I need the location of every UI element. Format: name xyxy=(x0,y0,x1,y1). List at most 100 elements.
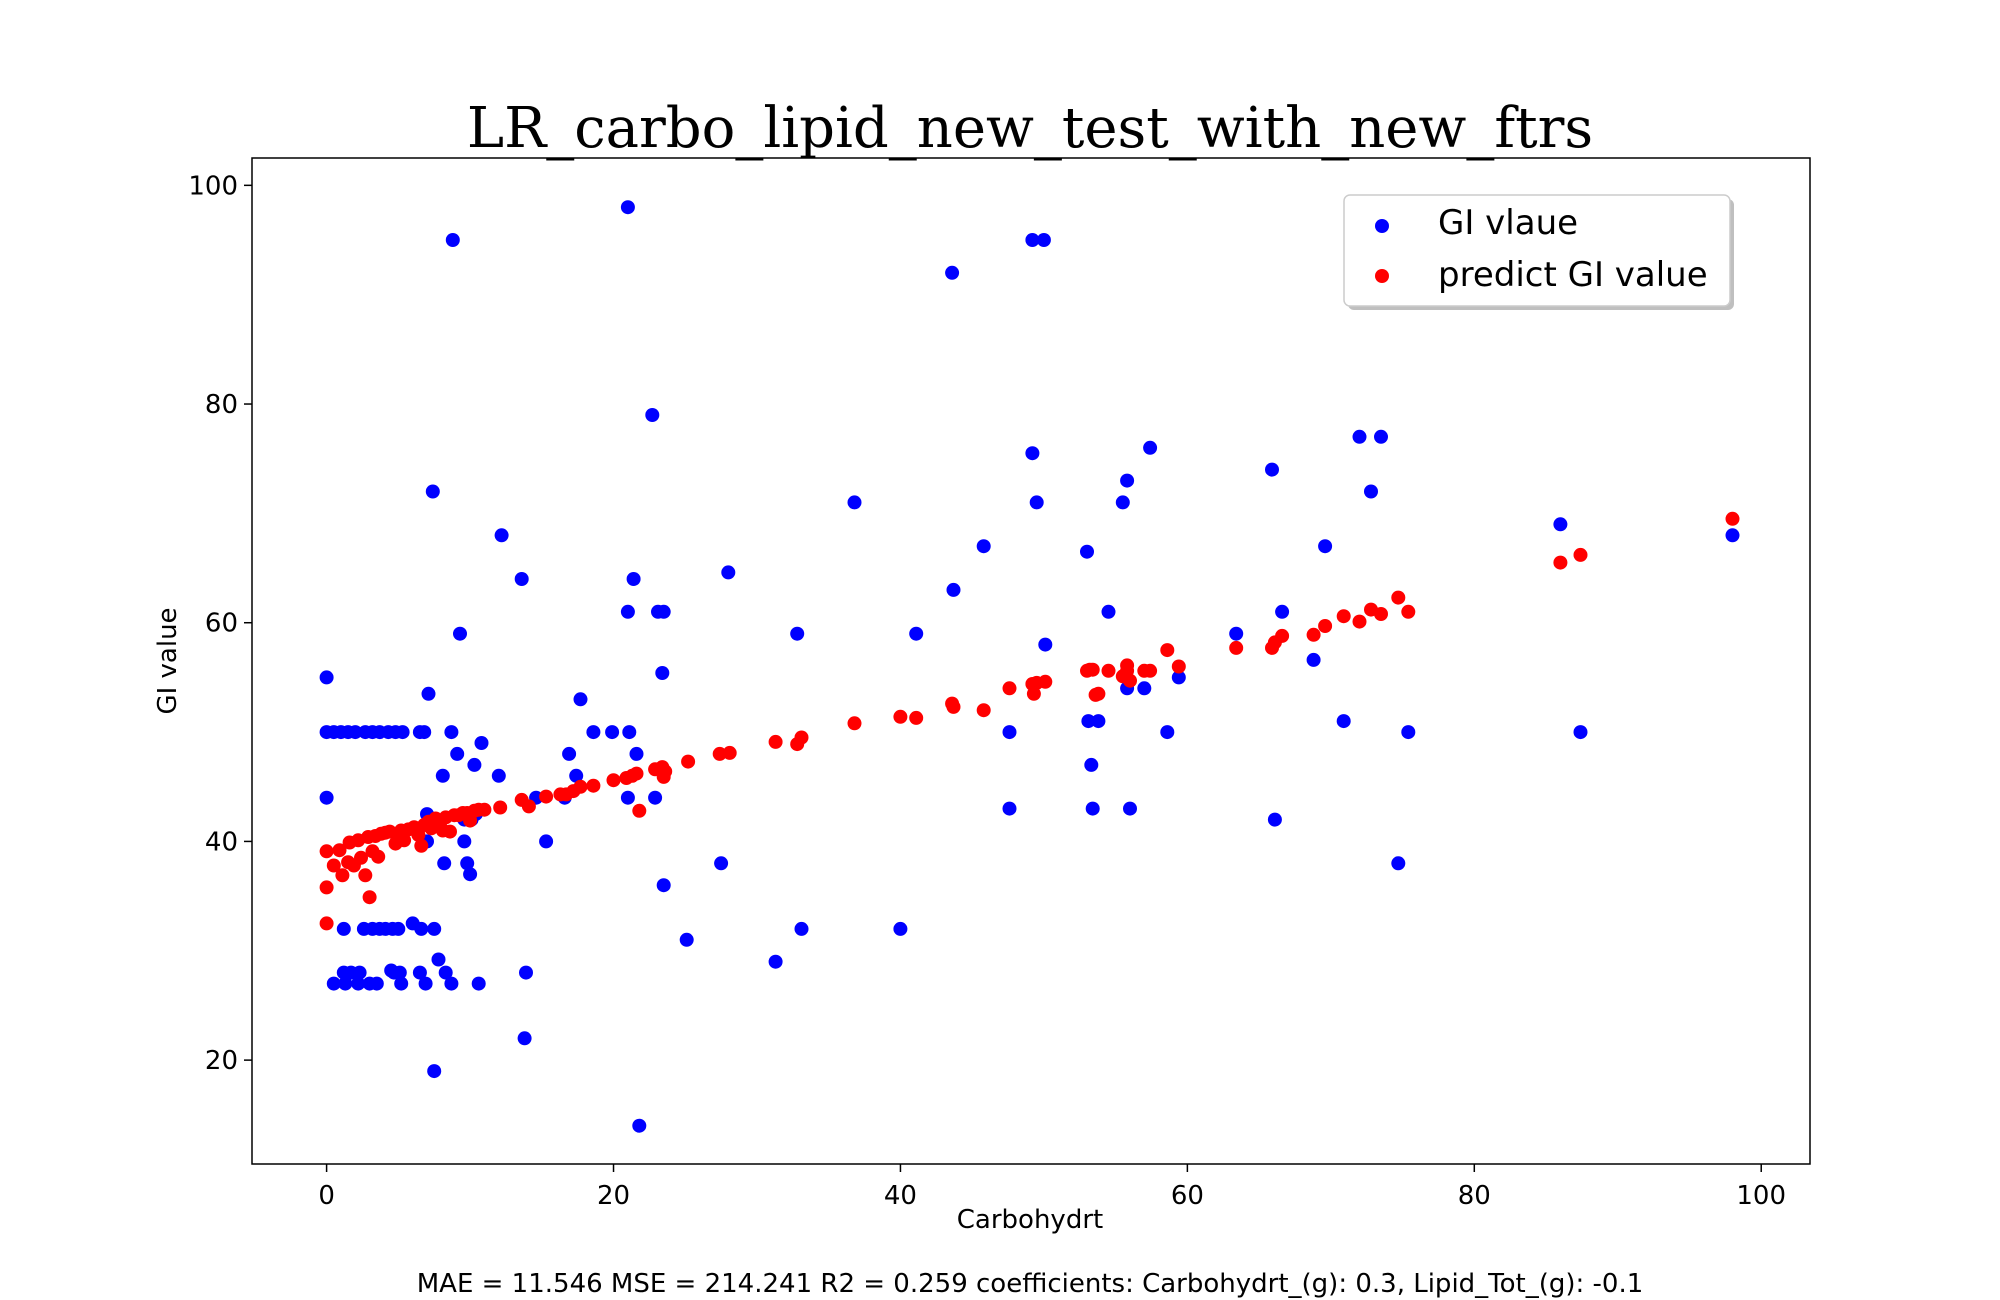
x-tick-label: 100 xyxy=(1736,1181,1786,1211)
point-gi-vlaue xyxy=(369,976,384,991)
point-gi-vlaue xyxy=(1374,429,1388,444)
point-gi-vlaue xyxy=(1265,462,1279,477)
point-predict-gi-value xyxy=(1352,614,1367,629)
plot-frame xyxy=(251,157,1811,1165)
point-gi-vlaue xyxy=(421,686,436,701)
point-predict-gi-value xyxy=(586,778,601,793)
point-gi-vlaue xyxy=(648,790,663,805)
chart-title: LR_carbo_lipid_new_test_with_new_ftrs xyxy=(467,96,1593,161)
point-predict-gi-value xyxy=(1123,673,1137,688)
point-gi-vlaue xyxy=(539,834,554,849)
legend-label-gi-value: GI vlaue xyxy=(1438,203,1578,243)
point-gi-vlaue xyxy=(909,626,924,641)
point-gi-vlaue xyxy=(348,725,363,740)
point-gi-vlaue xyxy=(620,200,635,215)
point-gi-vlaue xyxy=(656,604,671,619)
point-predict-gi-value xyxy=(768,734,783,749)
point-gi-vlaue xyxy=(626,572,641,586)
point-predict-gi-value xyxy=(521,799,536,814)
point-gi-vlaue xyxy=(605,725,620,740)
point-predict-gi-value xyxy=(1336,609,1351,624)
point-predict-gi-value xyxy=(1391,590,1406,605)
point-predict-gi-value xyxy=(397,833,412,848)
point-gi-vlaue xyxy=(1275,604,1290,619)
point-gi-vlaue xyxy=(632,1118,647,1133)
point-gi-vlaue xyxy=(1171,670,1186,685)
point-gi-vlaue xyxy=(1101,604,1116,619)
point-gi-vlaue xyxy=(467,757,482,772)
point-predict-gi-value xyxy=(335,868,350,883)
point-gi-vlaue xyxy=(1123,801,1137,816)
point-gi-vlaue xyxy=(414,921,429,936)
point-predict-gi-value xyxy=(794,730,809,745)
point-predict-gi-value xyxy=(573,779,588,794)
point-predict-gi-value xyxy=(354,850,368,865)
point-gi-vlaue xyxy=(338,976,353,991)
point-gi-vlaue xyxy=(645,408,660,422)
point-gi-vlaue xyxy=(1091,714,1106,729)
point-predict-gi-value xyxy=(893,709,908,724)
point-gi-vlaue xyxy=(471,976,486,991)
legend-box xyxy=(1343,194,1731,307)
point-gi-vlaue xyxy=(946,582,961,597)
point-gi-vlaue xyxy=(463,867,478,882)
point-predict-gi-value xyxy=(1306,627,1321,642)
point-gi-vlaue xyxy=(1084,757,1099,772)
point-gi-vlaue xyxy=(1025,233,1040,247)
point-predict-gi-value xyxy=(371,849,386,864)
point-gi-vlaue xyxy=(721,565,736,580)
point-gi-vlaue xyxy=(562,746,577,761)
point-predict-gi-value xyxy=(319,844,334,859)
point-gi-vlaue xyxy=(491,768,506,783)
point-gi-vlaue xyxy=(425,484,440,499)
point-predict-gi-value xyxy=(414,838,429,853)
point-gi-vlaue xyxy=(435,768,450,783)
point-gi-vlaue xyxy=(1085,801,1100,816)
point-predict-gi-value xyxy=(658,764,673,779)
point-gi-vlaue xyxy=(976,539,991,554)
point-gi-vlaue xyxy=(445,233,460,247)
point-predict-gi-value xyxy=(1002,681,1017,696)
point-gi-vlaue xyxy=(427,921,442,936)
y-tick-label: 100 xyxy=(188,171,238,201)
point-gi-vlaue xyxy=(450,746,465,761)
point-gi-vlaue xyxy=(438,965,453,980)
point-gi-vlaue xyxy=(1352,429,1367,444)
point-gi-vlaue xyxy=(444,976,459,991)
point-predict-gi-value xyxy=(1038,674,1053,689)
point-gi-vlaue xyxy=(437,856,452,871)
point-gi-vlaue xyxy=(392,965,407,980)
y-tick-label: 60 xyxy=(205,609,238,639)
point-predict-gi-value xyxy=(1143,663,1158,678)
point-gi-vlaue xyxy=(1115,495,1130,510)
legend: GI vlaue predict GI value xyxy=(1343,194,1734,310)
point-predict-gi-value xyxy=(1401,604,1416,619)
metrics-footer: MAE = 11.546 MSE = 214.241 R2 = 0.259 co… xyxy=(417,1269,1644,1299)
point-predict-gi-value xyxy=(319,916,334,931)
point-predict-gi-value xyxy=(358,868,373,883)
point-predict-gi-value xyxy=(722,745,737,760)
point-predict-gi-value xyxy=(1085,662,1100,677)
point-gi-vlaue xyxy=(1029,495,1044,510)
point-gi-vlaue xyxy=(622,725,637,740)
point-gi-vlaue xyxy=(620,790,635,805)
y-axis-label: GI value xyxy=(153,607,183,714)
data-points xyxy=(319,200,1740,1133)
point-predict-gi-value xyxy=(477,802,492,817)
point-gi-vlaue xyxy=(1573,725,1588,740)
point-predict-gi-value xyxy=(1573,547,1588,562)
point-predict-gi-value xyxy=(1171,659,1186,674)
point-predict-gi-value xyxy=(1374,607,1388,621)
x-axis-ticks: 0 20 40 60 80 100 xyxy=(318,1164,1786,1211)
point-predict-gi-value xyxy=(443,824,457,839)
point-predict-gi-value xyxy=(326,858,341,873)
point-gi-vlaue xyxy=(1025,446,1040,461)
point-predict-gi-value xyxy=(1229,640,1244,655)
point-gi-vlaue xyxy=(655,666,670,680)
legend-marker-gi-value xyxy=(1375,219,1389,233)
point-gi-vlaue xyxy=(893,921,908,936)
point-gi-vlaue xyxy=(319,790,334,805)
point-predict-gi-value xyxy=(332,843,347,858)
point-predict-gi-value xyxy=(493,800,508,815)
